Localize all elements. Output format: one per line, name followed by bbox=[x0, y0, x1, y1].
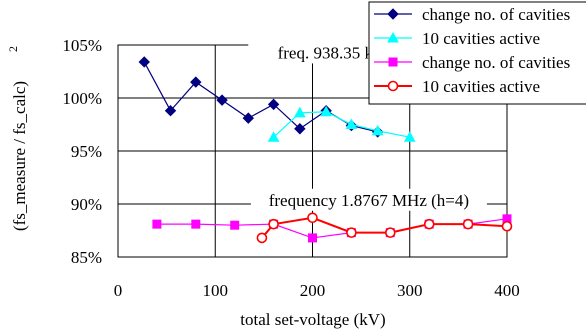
series-line bbox=[156, 218, 508, 239]
y-tick-label: 85% bbox=[71, 248, 102, 267]
data-point-diamond bbox=[387, 8, 399, 20]
data-point-circle bbox=[346, 227, 357, 238]
data-point-triangle bbox=[403, 131, 416, 142]
data-point-square bbox=[152, 219, 162, 229]
data-point-circle bbox=[384, 227, 396, 238]
series-group bbox=[138, 56, 513, 244]
y-axis-label-superscript: 2 bbox=[6, 46, 20, 52]
y-tick-label: 95% bbox=[71, 142, 102, 161]
data-point-square bbox=[191, 219, 201, 229]
series-0 bbox=[138, 56, 384, 138]
legend-item-3: 10 cavities active bbox=[374, 77, 540, 96]
legend-label: change no. of cavities bbox=[422, 5, 570, 24]
data-point-circle bbox=[462, 218, 474, 230]
annotation-freq-h4: frequency 1.8767 MHz (h=4) bbox=[269, 191, 469, 210]
x-tick-labels: 0 100 200 300 400 bbox=[114, 281, 520, 300]
y-axis-label: (fs_measure / fs_calc) 2 bbox=[6, 46, 29, 231]
legend-item-0: change no. of cavities bbox=[374, 5, 570, 24]
x-tick-label: 0 bbox=[114, 281, 123, 300]
x-tick-label: 200 bbox=[300, 281, 326, 300]
data-point-diamond bbox=[267, 98, 280, 111]
data-point-triangle bbox=[387, 31, 399, 43]
data-point-circle bbox=[423, 218, 435, 230]
x-axis-label: total set-voltage (kV) bbox=[240, 310, 385, 329]
data-point-circle bbox=[501, 220, 513, 232]
data-point-diamond bbox=[164, 105, 177, 117]
data-point-square bbox=[230, 220, 240, 230]
legend-label: change no. of cavities bbox=[422, 53, 570, 72]
data-point-diamond bbox=[242, 112, 255, 124]
series-1 bbox=[267, 105, 416, 142]
legend-item-2: change no. of cavities bbox=[374, 53, 570, 72]
data-point-triangle bbox=[371, 124, 384, 136]
data-point-circle bbox=[387, 80, 399, 92]
legend-item-1: 10 cavities active bbox=[374, 29, 540, 48]
y-axis-label-text: (fs_measure / fs_calc) bbox=[10, 81, 29, 231]
x-tick-label: 300 bbox=[397, 281, 423, 300]
legend-box bbox=[368, 1, 586, 105]
data-point-square bbox=[308, 233, 317, 243]
data-point-diamond bbox=[294, 123, 306, 135]
legend: change no. of cavities 10 cavities active… bbox=[368, 1, 586, 105]
x-tick-label: 400 bbox=[494, 281, 520, 300]
series-line bbox=[143, 61, 378, 133]
data-point-diamond bbox=[216, 94, 228, 106]
data-point-triangle bbox=[320, 105, 332, 117]
series-line bbox=[261, 216, 508, 239]
y-tick-label: 90% bbox=[71, 195, 102, 214]
legend-label: 10 cavities active bbox=[422, 77, 540, 96]
x-tick-label: 100 bbox=[203, 281, 229, 300]
data-point-triangle bbox=[345, 118, 358, 129]
legend-label: 10 cavities active bbox=[422, 29, 540, 48]
series-2 bbox=[152, 214, 512, 243]
y-tick-label: 100% bbox=[62, 89, 102, 108]
data-point-triangle bbox=[267, 131, 280, 142]
y-tick-labels: 85% 90% 95% 100% 105% bbox=[62, 36, 102, 267]
annotation-background bbox=[250, 188, 487, 211]
data-point-circle bbox=[256, 232, 268, 244]
data-point-triangle bbox=[294, 106, 306, 118]
data-point-circle bbox=[307, 212, 318, 224]
data-point-square bbox=[388, 57, 398, 67]
data-point-diamond bbox=[138, 56, 150, 68]
data-point-circle bbox=[268, 218, 279, 230]
data-point-diamond bbox=[190, 76, 202, 88]
series-3 bbox=[256, 212, 513, 244]
y-tick-label: 105% bbox=[62, 36, 102, 55]
series-line bbox=[273, 111, 410, 138]
